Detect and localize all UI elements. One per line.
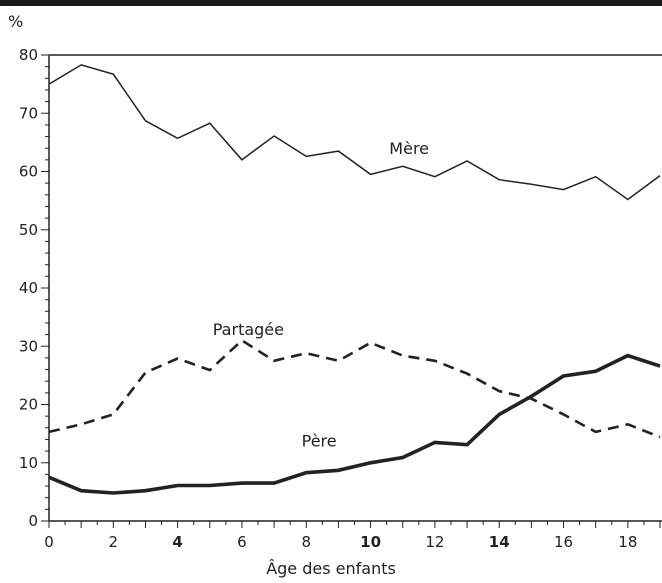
y-axis-label: % bbox=[8, 12, 23, 31]
x-tick-label: 6 bbox=[237, 533, 247, 551]
series-label: Père bbox=[302, 432, 337, 451]
x-tick-label: 10 bbox=[360, 533, 381, 551]
x-tick-label: 8 bbox=[301, 533, 311, 551]
series-line-Partagée bbox=[48, 338, 661, 439]
series-label: Mère bbox=[389, 139, 429, 158]
series-line-Mère bbox=[48, 64, 661, 201]
x-tick-label: 16 bbox=[554, 533, 573, 551]
y-tick-label: 30 bbox=[19, 337, 38, 355]
y-tick-label: 0 bbox=[28, 512, 38, 530]
x-tick-label: 12 bbox=[425, 533, 444, 551]
y-tick-label: 50 bbox=[19, 221, 38, 239]
series-labels: Mère Partagée Père bbox=[213, 139, 429, 450]
y-tick-label: 70 bbox=[19, 104, 38, 122]
series-line-Père bbox=[48, 353, 661, 495]
y-tick-label: 10 bbox=[19, 454, 38, 472]
axes: 0 10 20 30 40 50 60 70 80 0 2 4 6 8 10 12 14 16 18 bbox=[19, 46, 662, 551]
x-tick-label: 14 bbox=[489, 533, 510, 551]
y-tick-label: 40 bbox=[19, 279, 38, 297]
x-tick-label: 0 bbox=[44, 533, 54, 551]
top-bar bbox=[0, 0, 662, 6]
y-tick-label: 20 bbox=[19, 396, 38, 414]
x-tick-label: 2 bbox=[109, 533, 119, 551]
x-tick-label: 4 bbox=[172, 533, 182, 551]
x-axis-label: Âge des enfants bbox=[266, 559, 396, 578]
x-tick-label: 18 bbox=[618, 533, 637, 551]
series-group bbox=[48, 64, 661, 495]
series-label: Partagée bbox=[213, 320, 284, 339]
y-tick-label: 80 bbox=[19, 46, 38, 64]
y-tick-label: 60 bbox=[19, 163, 38, 181]
